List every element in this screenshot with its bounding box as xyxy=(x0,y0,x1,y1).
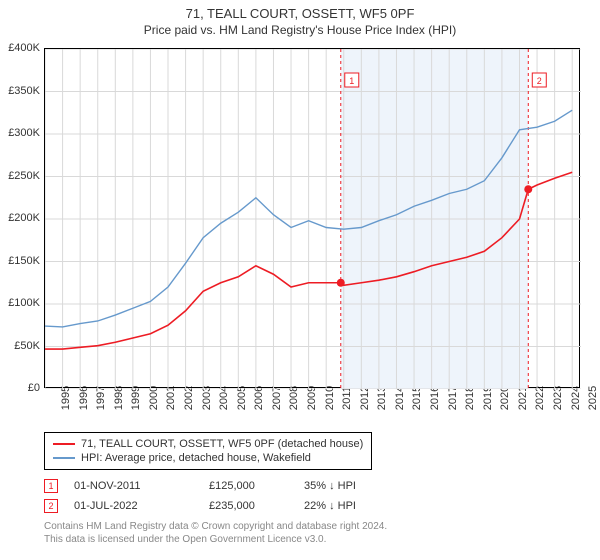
y-tick-label: £400K xyxy=(0,42,40,54)
y-tick-label: £100K xyxy=(0,297,40,309)
marker-badge-icon: 1 xyxy=(44,479,58,493)
y-tick-label: £300K xyxy=(0,127,40,139)
marker-diff: 35% ↓ HPI xyxy=(304,480,404,492)
legend: 71, TEALL COURT, OSSETT, WF5 0PF (detach… xyxy=(44,432,372,470)
marker-date: 01-NOV-2011 xyxy=(74,480,209,492)
y-tick-label: £250K xyxy=(0,170,40,182)
legend-swatch xyxy=(53,457,75,459)
chart-container: 71, TEALL COURT, OSSETT, WF5 0PF Price p… xyxy=(0,0,600,560)
marker-date: 01-JUL-2022 xyxy=(74,500,209,512)
footer-attribution: Contains HM Land Registry data © Crown c… xyxy=(44,520,387,546)
y-tick-label: £0 xyxy=(0,382,40,394)
marker-badge-icon: 2 xyxy=(44,499,58,513)
marker-price: £235,000 xyxy=(209,500,304,512)
table-row: 2 01-JUL-2022 £235,000 22% ↓ HPI xyxy=(44,496,404,516)
marker-price: £125,000 xyxy=(209,480,304,492)
x-tick-label: 2025 xyxy=(571,386,599,410)
legend-swatch xyxy=(53,443,75,445)
y-tick-label: £150K xyxy=(0,255,40,267)
chart-subtitle: Price paid vs. HM Land Registry's House … xyxy=(0,21,600,37)
footer-line: This data is licensed under the Open Gov… xyxy=(44,533,387,546)
svg-text:1: 1 xyxy=(349,76,354,86)
legend-item: 71, TEALL COURT, OSSETT, WF5 0PF (detach… xyxy=(53,437,363,451)
marker-diff: 22% ↓ HPI xyxy=(304,500,404,512)
y-tick-label: £50K xyxy=(0,340,40,352)
chart-title: 71, TEALL COURT, OSSETT, WF5 0PF xyxy=(0,0,600,21)
footer-line: Contains HM Land Registry data © Crown c… xyxy=(44,520,387,533)
marker-table: 1 01-NOV-2011 £125,000 35% ↓ HPI 2 01-JU… xyxy=(44,476,404,516)
legend-label: 71, TEALL COURT, OSSETT, WF5 0PF (detach… xyxy=(81,438,363,450)
table-row: 1 01-NOV-2011 £125,000 35% ↓ HPI xyxy=(44,476,404,496)
legend-item: HPI: Average price, detached house, Wake… xyxy=(53,451,363,465)
y-tick-label: £350K xyxy=(0,85,40,97)
chart-svg: 12 xyxy=(45,49,581,389)
y-tick-label: £200K xyxy=(0,212,40,224)
chart-plot-area: 12 xyxy=(44,48,580,388)
svg-text:2: 2 xyxy=(537,76,542,86)
legend-label: HPI: Average price, detached house, Wake… xyxy=(81,452,311,464)
